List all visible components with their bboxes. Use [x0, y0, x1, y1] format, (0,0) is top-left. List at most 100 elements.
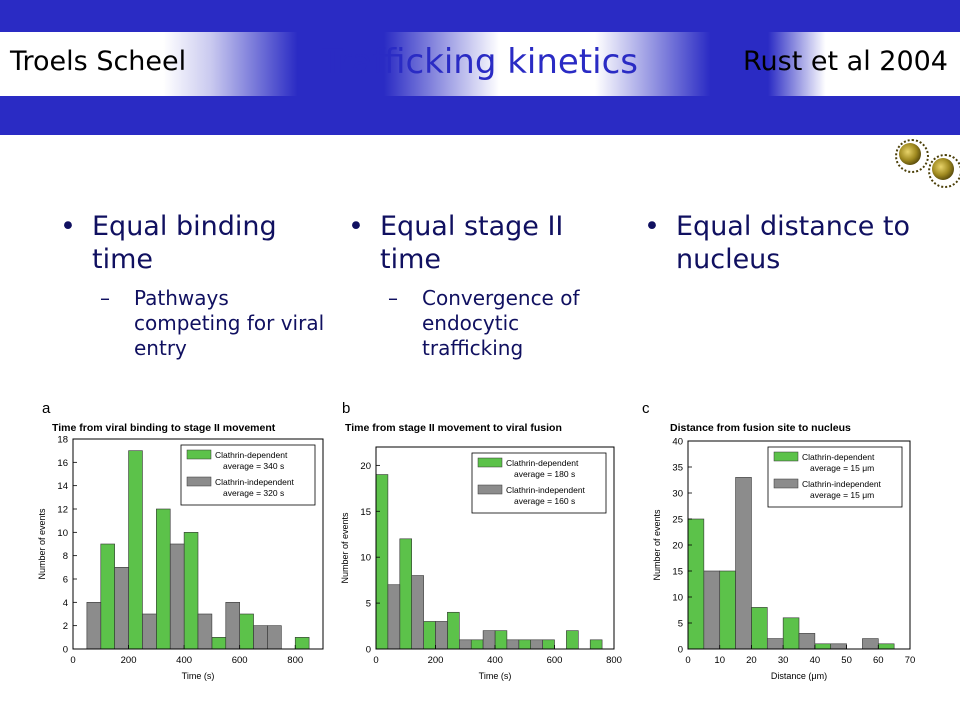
y-tick-label: 10	[57, 528, 68, 539]
x-axis-label: Time (s)	[479, 671, 512, 681]
bullet-text: Equal distance to nucleus	[676, 211, 911, 275]
histogram-bar	[530, 639, 543, 650]
histogram-bar	[239, 613, 254, 650]
histogram-bar	[375, 474, 389, 650]
y-tick-label: 16	[57, 458, 68, 469]
bullet-item: • Equal binding time	[58, 210, 328, 276]
x-tick-label: 600	[547, 655, 563, 666]
histogram-bar	[494, 630, 508, 650]
histogram-bar	[197, 613, 213, 650]
y-tick-label: 10	[672, 593, 683, 604]
virus-icon	[928, 154, 960, 188]
y-tick-label: 14	[57, 481, 68, 492]
y-tick-label: 5	[366, 599, 371, 610]
chart-title: Distance from fusion site to nucleus	[670, 422, 851, 434]
legend-swatch	[773, 478, 799, 489]
y-tick-label: 8	[63, 551, 68, 562]
histogram-bar	[411, 575, 424, 650]
histogram-bar	[766, 638, 784, 650]
histogram-bar	[399, 538, 412, 650]
histogram-bar	[253, 625, 268, 650]
legend-average: average = 15 μm	[810, 490, 874, 500]
histogram-bar	[589, 639, 603, 650]
x-tick-label: 30	[778, 655, 789, 666]
bullet-item: • Equal distance to nucleus	[642, 210, 912, 276]
y-tick-label: 15	[672, 567, 683, 578]
histogram-bar	[128, 450, 143, 650]
y-tick-label: 30	[672, 489, 683, 500]
y-tick-label: 12	[57, 505, 68, 516]
sub-bullet-text: Pathways competing for viral entry	[134, 286, 325, 360]
bullet-dot: •	[348, 211, 364, 242]
y-tick-label: 6	[63, 575, 68, 586]
y-tick-label: 0	[366, 645, 371, 656]
legend-swatch	[186, 449, 212, 460]
y-tick-label: 20	[672, 541, 683, 552]
histogram-bar	[566, 630, 579, 650]
x-tick-label: 200	[428, 655, 444, 666]
histogram-bar	[782, 617, 800, 650]
panel-letter: b	[342, 400, 350, 417]
histogram-bar	[211, 637, 227, 650]
histogram-bar	[470, 639, 484, 650]
bullet-text: Equal binding time	[92, 211, 277, 275]
histogram-bar	[169, 543, 185, 650]
histogram-bar	[518, 639, 531, 650]
bullet-text: Equal stage II time	[380, 211, 564, 275]
y-axis-label: Number of events	[37, 508, 47, 580]
y-tick-label: 2	[63, 621, 68, 632]
sub-bullet-dash: –	[388, 286, 398, 310]
x-axis-label: Time (s)	[182, 671, 215, 681]
bullet-dot: •	[644, 211, 660, 242]
histogram-bar	[703, 570, 721, 650]
y-tick-label: 25	[672, 515, 683, 526]
sub-bullet-item: – Convergence of endocytic trafficking	[346, 286, 622, 361]
sub-bullet-item: – Pathways competing for viral entry	[58, 286, 328, 361]
sub-bullet-text: Convergence of endocytic trafficking	[422, 286, 580, 360]
plot-frame	[72, 438, 324, 650]
legend-average: average = 160 s	[514, 496, 575, 506]
legend-swatch	[477, 484, 503, 495]
panel-letter: a	[42, 400, 51, 417]
author-label: Troels Scheel	[10, 46, 187, 77]
bullet-column-3: • Equal distance to nucleus	[642, 210, 912, 276]
histogram-bar	[142, 613, 157, 650]
x-tick-label: 0	[373, 655, 378, 666]
y-tick-label: 18	[57, 435, 68, 446]
x-tick-label: 70	[905, 655, 916, 666]
x-tick-label: 0	[70, 655, 75, 666]
y-tick-label: 5	[678, 619, 683, 630]
x-tick-label: 400	[487, 655, 503, 666]
legend-swatch	[186, 476, 212, 487]
histogram-bar	[86, 602, 102, 650]
x-tick-label: 400	[176, 655, 192, 666]
legend-average: average = 15 μm	[810, 463, 874, 473]
x-tick-label: 800	[606, 655, 622, 666]
reference-label: Rust et al 2004	[742, 46, 948, 77]
x-tick-label: 20	[746, 655, 757, 666]
legend-label: Clathrin-dependent	[215, 450, 288, 460]
histogram-bar	[156, 508, 171, 650]
histogram-bar	[830, 643, 847, 650]
sub-bullet-dash: –	[100, 286, 110, 310]
histogram-bar	[687, 518, 705, 650]
histogram-bar	[183, 532, 199, 650]
histogram-bar	[100, 543, 115, 650]
legend-label: Clathrin-dependent	[802, 452, 875, 462]
y-axis-label: Number of events	[340, 512, 350, 584]
histogram-bar	[506, 639, 520, 650]
histogram-bar	[877, 643, 895, 650]
legend-label: Clathrin-dependent	[506, 458, 579, 468]
y-tick-label: 10	[360, 553, 371, 564]
legend-swatch	[477, 457, 503, 468]
bullet-dot: •	[60, 211, 76, 242]
bullet-item: • Equal stage II time	[346, 210, 616, 276]
histogram-bar	[719, 570, 736, 650]
histogram-bar	[735, 477, 752, 650]
y-tick-label: 0	[678, 645, 683, 656]
x-tick-label: 10	[714, 655, 725, 666]
x-tick-label: 60	[873, 655, 884, 666]
virus-icon	[895, 139, 929, 173]
chart-title: Time from viral binding to stage II move…	[52, 422, 276, 434]
panel-letter: c	[642, 400, 650, 417]
